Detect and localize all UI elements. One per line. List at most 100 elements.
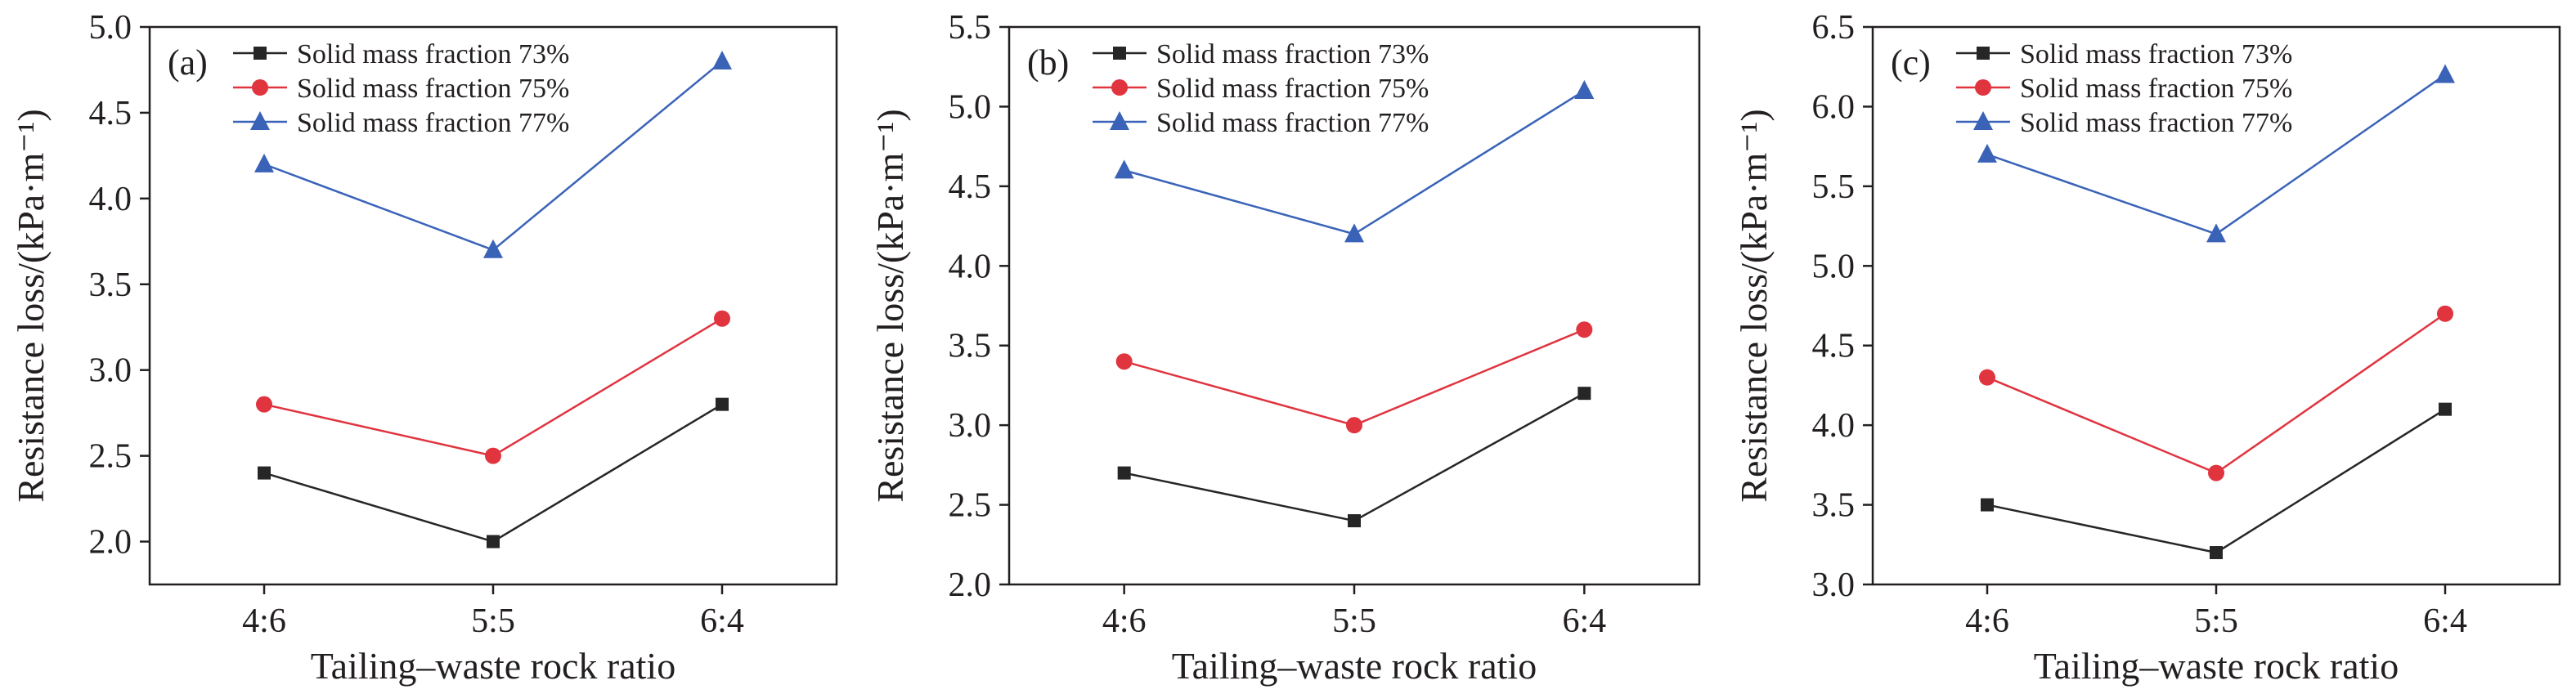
data-point [254, 153, 274, 172]
data-point [712, 50, 732, 69]
data-point [1574, 79, 1595, 99]
legend-label: Solid mass fraction 73% [297, 39, 569, 69]
y-tick-label: 2.0 [89, 524, 132, 562]
data-point [2437, 305, 2453, 322]
data-point [1577, 387, 1591, 401]
y-tick-label: 3.0 [1812, 566, 1856, 604]
series-3 [254, 50, 732, 258]
x-tick-label: 4:6 [1102, 602, 1147, 640]
x-axis-title: Tailing–waste rock ratio [2034, 645, 2399, 687]
y-tick-label: 5.0 [949, 88, 992, 126]
x-tick-label: 4:6 [1965, 602, 2009, 640]
y-tick-label: 5.0 [1812, 248, 1856, 285]
y-tick-label: 5.5 [949, 9, 992, 47]
legend-label: Solid mass fraction 73% [2020, 39, 2292, 69]
data-point [258, 466, 271, 480]
legend-marker [1113, 47, 1126, 60]
legend-label: Solid mass fraction 75% [297, 74, 569, 104]
y-tick-label: 5.5 [1812, 168, 1856, 206]
y-tick-label: 2.5 [89, 438, 132, 476]
y-tick-label: 3.0 [949, 407, 992, 445]
x-tick-label: 6:4 [2423, 602, 2467, 640]
y-axis-title: Resistance loss/(kPa·m⁻¹) [1733, 109, 1775, 502]
data-point [1115, 353, 1133, 370]
y-tick-label: 3.0 [89, 352, 132, 390]
chart-panel-b: 2.0 2.5 3.0 3.5 4.0 4.5 5.0 5.5 4:6 5:5 6:4 Tailing… [869, 9, 1701, 687]
series-line [1124, 329, 1585, 427]
data-point [2208, 464, 2224, 481]
data-point [2439, 402, 2452, 416]
panel-label: (c) [1891, 43, 1931, 83]
series-2 [256, 310, 730, 464]
legend-label: Solid mass fraction 73% [1156, 39, 1429, 69]
panel-label: (b) [1027, 43, 1069, 83]
series-2 [1115, 321, 1593, 434]
data-point [483, 239, 503, 258]
x-axis-title: Tailing–waste rock ratio [311, 645, 675, 687]
legend-label: Solid mass fraction 77% [297, 108, 569, 138]
data-point [1981, 498, 1994, 512]
series-line [1986, 312, 2446, 475]
y-tick-label: 4.0 [949, 248, 992, 285]
series-3 [1114, 79, 1595, 243]
chart-panel-a: 2.0 2.5 3.0 3.5 4.0 4.5 5.0 4:6 5:5 6:4 Tailing–wa… [10, 9, 838, 687]
y-tick-label: 4.0 [1812, 407, 1856, 445]
legend: Solid mass fraction 73% Solid mass fracti… [233, 39, 569, 138]
series-1 [1981, 402, 2452, 560]
data-point [2210, 546, 2223, 560]
series-2 [1979, 305, 2453, 481]
y-tick-label: 4.5 [1812, 328, 1856, 365]
data-point [716, 397, 729, 411]
data-point [1576, 321, 1593, 338]
x-tick-label: 6:4 [1562, 602, 1606, 640]
legend: Solid mass fraction 73% Solid mass fracti… [1956, 39, 2292, 138]
legend-marker [252, 79, 268, 96]
series-line [263, 403, 723, 543]
data-point [1346, 417, 1362, 434]
y-tick-label: 2.0 [949, 566, 992, 604]
x-tick-label: 4:6 [242, 602, 286, 640]
data-point [1114, 159, 1134, 179]
data-point [1344, 223, 1364, 243]
y-tick-label: 4.0 [89, 181, 132, 218]
data-point [487, 535, 500, 548]
y-tick-label: 4.5 [949, 168, 992, 206]
data-point [1117, 466, 1131, 480]
data-point [714, 310, 730, 327]
panel-label: (a) [168, 43, 208, 83]
legend-marker [254, 47, 267, 60]
y-tick-label: 3.5 [89, 266, 132, 304]
chart-panel-c: 3.0 3.5 4.0 4.5 5.0 5.5 6.0 6.5 4:6 5:5 6:4 Tailing… [1733, 9, 2561, 687]
data-point [485, 447, 501, 464]
series-line [1124, 392, 1585, 522]
y-tick-label: 6.5 [1812, 9, 1856, 47]
x-tick-label: 6:4 [700, 602, 744, 640]
x-tick-label: 5:5 [1332, 602, 1376, 640]
y-tick-label: 3.5 [949, 328, 992, 365]
data-point [1979, 369, 1995, 386]
y-tick-label: 6.0 [1812, 88, 1856, 126]
legend-marker [1111, 79, 1128, 96]
series-3 [1977, 64, 2455, 243]
x-axis-title: Tailing–waste rock ratio [1172, 645, 1537, 687]
y-tick-label: 4.5 [89, 95, 132, 132]
series-1 [1117, 387, 1591, 528]
y-axis-title: Resistance loss/(kPa·m⁻¹) [10, 109, 52, 502]
y-tick-label: 2.5 [949, 487, 992, 525]
y-tick-label: 3.5 [1812, 487, 1856, 525]
data-point [1977, 143, 1997, 163]
x-tick-label: 5:5 [2194, 602, 2238, 640]
y-axis-title: Resistance loss/(kPa·m⁻¹) [869, 109, 911, 502]
legend-label: Solid mass fraction 75% [2020, 74, 2292, 104]
legend-label: Solid mass fraction 77% [2020, 108, 2292, 138]
y-tick-label: 5.0 [89, 9, 132, 47]
data-point [256, 396, 272, 413]
legend-label: Solid mass fraction 77% [1156, 108, 1429, 138]
legend-marker [1110, 111, 1129, 130]
series-line [263, 317, 723, 457]
series-1 [258, 397, 729, 548]
data-point [1348, 514, 1361, 528]
legend-marker [1973, 111, 1993, 130]
legend-marker [1975, 79, 1991, 96]
